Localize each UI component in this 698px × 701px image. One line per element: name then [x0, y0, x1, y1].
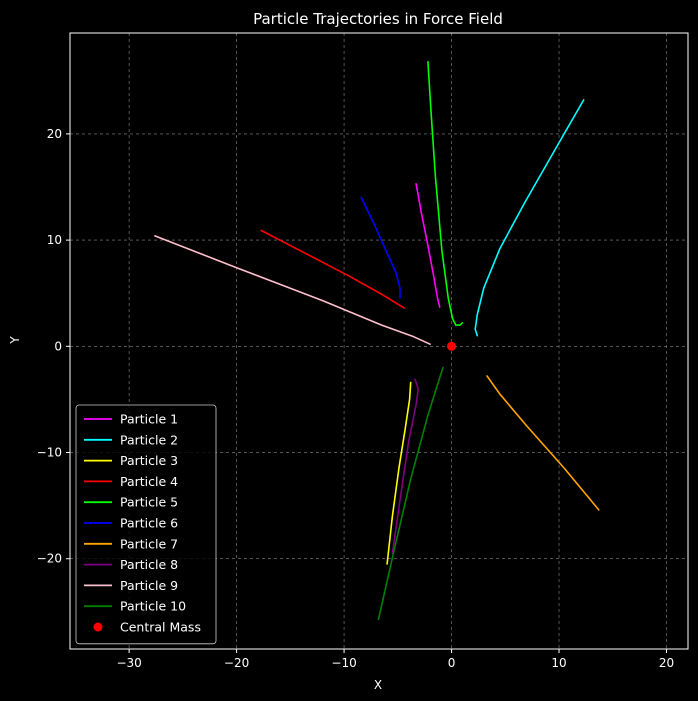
y-tick-label: −10: [37, 446, 62, 460]
x-tick-label: 0: [448, 656, 456, 670]
legend-label: Central Mass: [120, 620, 201, 635]
legend-label: Particle 5: [120, 495, 178, 510]
legend-swatch-central-mass: [93, 622, 103, 632]
chart-title: Particle Trajectories in Force Field: [253, 10, 503, 28]
x-tick-label: −20: [224, 656, 249, 670]
central-mass-point: [447, 341, 457, 351]
series-line-particle-4: [260, 229, 406, 309]
y-tick-label: 0: [54, 339, 62, 353]
series-line-particle-7: [486, 375, 600, 511]
legend-label: Particle 10: [120, 599, 186, 614]
x-tick-label: −10: [331, 656, 356, 670]
x-tick-label: 10: [551, 656, 566, 670]
series-line-particle-10: [377, 366, 444, 621]
x-tick-label: −30: [116, 656, 141, 670]
series-line-particle-9: [154, 235, 431, 346]
y-tick-label: 10: [47, 233, 62, 247]
x-axis-label: X: [374, 678, 382, 692]
legend-label: Particle 8: [120, 557, 178, 572]
legend-label: Particle 7: [120, 536, 178, 551]
plot-area: −30 −20 −10 0 10 20 −20 −10 0 10 20: [37, 32, 689, 670]
series-line-particle-2: [474, 99, 585, 337]
series-line-particle-1: [415, 183, 441, 308]
legend-label: Particle 1: [120, 412, 178, 427]
y-axis-label: Y: [8, 336, 22, 345]
legend-label: Particle 9: [120, 578, 178, 593]
x-tick-label: 20: [659, 656, 674, 670]
axes-frame: [69, 32, 689, 650]
y-tick-label: −20: [37, 552, 62, 566]
series-line-particle-5: [427, 60, 464, 326]
legend-label: Particle 2: [120, 432, 178, 447]
legend: Particle 1 Particle 2 Particle 3 Particle 4…: [75, 404, 217, 645]
series-line-particle-3: [386, 381, 412, 565]
y-tick-label: 20: [47, 127, 62, 141]
series-line-particle-6: [360, 196, 401, 299]
legend-label: Particle 3: [120, 453, 178, 468]
legend-box: [75, 404, 217, 645]
series-line-particle-8: [391, 378, 420, 555]
legend-label: Particle 4: [120, 474, 178, 489]
legend-label: Particle 6: [120, 516, 178, 531]
